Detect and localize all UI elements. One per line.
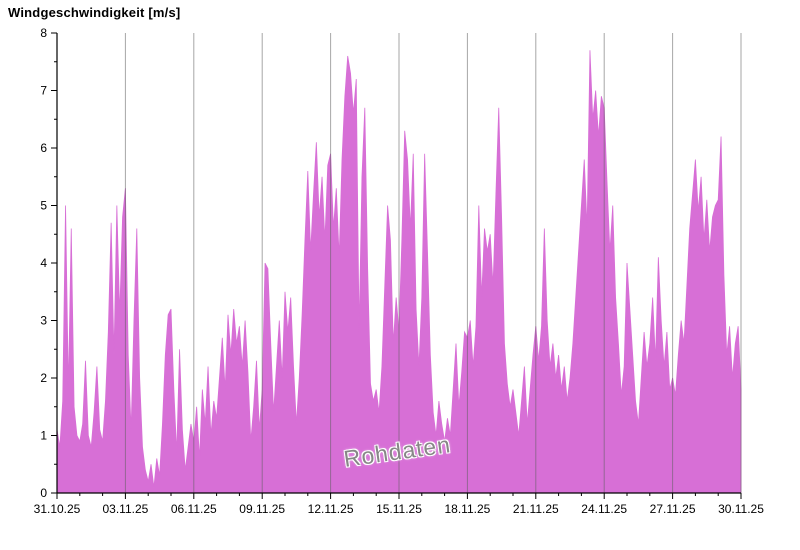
y-tick-label: 5	[40, 199, 47, 213]
x-tick-label: 15.11.25	[376, 502, 422, 516]
y-tick-label: 2	[40, 371, 47, 385]
y-tick-label: 1	[40, 429, 47, 443]
x-tick-label: 21.11.25	[513, 502, 559, 516]
x-tick-label: 30.11.25	[718, 502, 764, 516]
y-tick-label: 7	[40, 84, 47, 98]
x-tick-label: 31.10.25	[34, 502, 81, 516]
y-tick-label: 8	[40, 26, 47, 40]
x-tick-label: 03.11.25	[102, 502, 148, 516]
x-tick-label: 18.11.25	[444, 502, 490, 516]
y-tick-label: 4	[40, 256, 47, 270]
y-tick-label: 3	[40, 314, 47, 328]
x-tick-label: 06.11.25	[171, 502, 217, 516]
x-tick-label: 09.11.25	[239, 502, 285, 516]
wind-speed-area	[56, 50, 742, 494]
y-tick-label: 0	[40, 486, 47, 500]
x-tick-label: 24.11.25	[581, 502, 627, 516]
y-tick-label: 6	[40, 141, 47, 155]
chart-title: Windgeschwindigkeit [m/s]	[8, 5, 181, 20]
x-tick-label: 27.11.25	[650, 502, 696, 516]
x-tick-label: 12.11.25	[308, 502, 354, 516]
